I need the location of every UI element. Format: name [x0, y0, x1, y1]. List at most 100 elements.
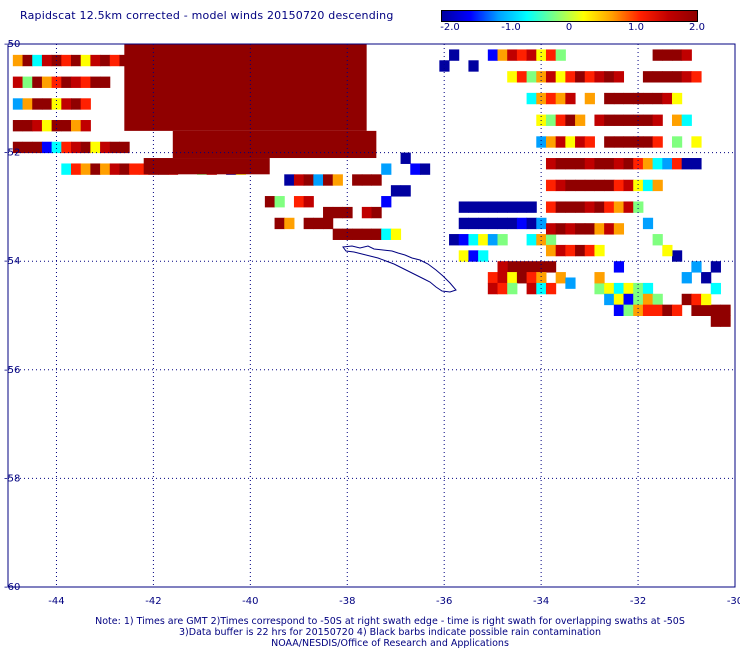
- swath-cell: [652, 92, 663, 105]
- swath-cell: [361, 228, 372, 240]
- colorbar-gradient: [442, 11, 697, 21]
- swath-cell: [565, 223, 576, 235]
- swath-cell: [61, 98, 72, 110]
- swath-cell: [12, 141, 24, 154]
- swath-cell: [642, 114, 654, 126]
- swath-cell: [555, 244, 566, 257]
- high-wind-region: [124, 44, 367, 131]
- swath-cell: [458, 250, 469, 262]
- swath-cell: [61, 141, 72, 154]
- swath-cell: [584, 158, 595, 170]
- swath-cell: [12, 54, 24, 67]
- swath-cell: [507, 261, 518, 273]
- swath-cell: [555, 114, 566, 126]
- swath-cell: [90, 163, 101, 175]
- swath-cell: [526, 71, 537, 83]
- swath-cell: [671, 114, 683, 126]
- swath-cell: [594, 282, 605, 295]
- swath-cell: [526, 261, 537, 273]
- swath-cell: [526, 92, 537, 105]
- swath-cell: [555, 92, 566, 105]
- swath-cell: [274, 217, 285, 230]
- swath-cell: [71, 163, 82, 175]
- y-tick-labels: -50 -52 -54 -56 -58 -60: [4, 39, 20, 593]
- swath-cell: [671, 71, 683, 83]
- swath-cell: [710, 304, 721, 316]
- swath-cell: [565, 201, 576, 213]
- swath-cell: [565, 277, 576, 289]
- swath-cell: [400, 185, 411, 197]
- south-georgia-coastline: [342, 245, 457, 293]
- swath-cell: [497, 272, 508, 284]
- swath-cell: [80, 141, 91, 154]
- swath-cell: [71, 76, 82, 88]
- colorbar-label: -2.0: [440, 22, 460, 33]
- swath-cell: [129, 163, 140, 175]
- swath-cell: [575, 201, 586, 213]
- swath-cell: [41, 98, 53, 110]
- swath-cell: [507, 71, 518, 83]
- swath-cell: [604, 282, 615, 295]
- x-tick-label: -34: [533, 596, 549, 607]
- swath-cell: [681, 114, 692, 126]
- swath-cell: [478, 250, 489, 262]
- swath-cell: [487, 49, 499, 61]
- swath-cell: [662, 158, 673, 170]
- swath-cell: [90, 141, 101, 154]
- swath-cell: [545, 261, 557, 273]
- swath-cell: [507, 201, 518, 213]
- swath-cell: [71, 98, 82, 110]
- swath-cell: [323, 206, 334, 219]
- swath-cell: [671, 158, 683, 170]
- swath-cell: [613, 92, 625, 105]
- swath-cell: [565, 244, 576, 257]
- swath-cell: [691, 304, 702, 316]
- swath-cell: [516, 71, 528, 83]
- swath-cell: [545, 136, 557, 148]
- swath-cell: [22, 98, 33, 110]
- swath-cell: [575, 71, 586, 83]
- x-tick-label: -44: [48, 596, 64, 607]
- swath-cell: [613, 282, 625, 295]
- swath-cell: [313, 174, 324, 186]
- swath-cell: [691, 261, 702, 273]
- swath-cell: [293, 174, 305, 186]
- swath-cell: [623, 201, 634, 213]
- swath-cell: [623, 114, 634, 126]
- swath-cell: [41, 54, 53, 67]
- swath-cell: [613, 201, 625, 213]
- swath-cell: [691, 293, 702, 306]
- x-tick-label: -32: [630, 596, 646, 607]
- swath-cell: [652, 234, 663, 246]
- swath-cell: [604, 158, 615, 170]
- x-tick-label: -38: [339, 596, 355, 607]
- swath-cell: [439, 60, 450, 72]
- swath-cell: [32, 120, 43, 132]
- swath-cell: [604, 179, 615, 192]
- swath-cell: [303, 217, 314, 230]
- swath-cell: [662, 92, 673, 105]
- swath-cell: [497, 217, 508, 230]
- swath-cell: [468, 217, 479, 230]
- swath-cell: [507, 49, 518, 61]
- swath-cell: [32, 98, 43, 110]
- swath-cell: [545, 114, 557, 126]
- footnote-line-1: Note: 1) Times are GMT 2)Times correspon…: [95, 616, 685, 627]
- swath-cell: [613, 158, 625, 170]
- swath-cell: [604, 223, 615, 235]
- colorbar: [441, 10, 698, 22]
- swath-cell: [594, 201, 605, 213]
- swath-cell: [51, 98, 62, 110]
- swath-cell: [381, 196, 392, 208]
- swath-cell: [681, 272, 692, 284]
- swath-cell: [642, 217, 654, 230]
- x-tick-labels: -44 -42 -40 -38 -36 -34 -32 -30: [48, 596, 740, 607]
- swath-cell: [487, 272, 499, 284]
- swath-cell: [22, 54, 33, 67]
- swath-cell: [61, 163, 72, 175]
- swath-cell: [274, 196, 285, 208]
- swath-cell: [575, 223, 586, 235]
- swath-cell: [90, 76, 101, 88]
- swath-cell: [371, 174, 382, 186]
- swath-cell: [323, 174, 334, 186]
